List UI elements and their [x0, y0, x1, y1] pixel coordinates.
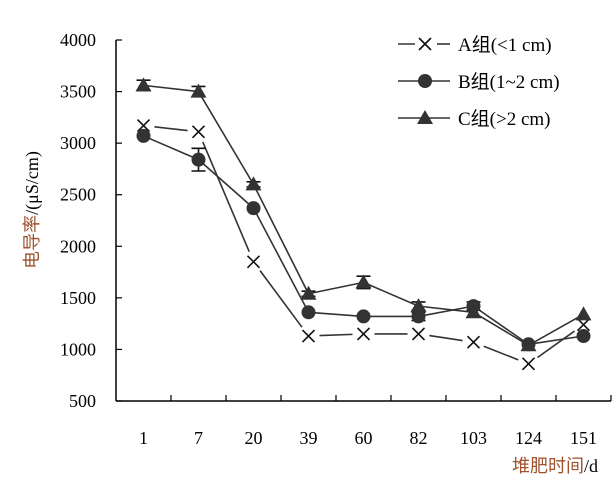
x-tick-label: 151: [570, 428, 597, 448]
series-line-0: [319, 333, 353, 337]
y-tick-label: 4000: [60, 30, 96, 50]
data-point-2: [245, 176, 262, 191]
legend-marker: [417, 110, 433, 124]
series-line-2: [418, 305, 474, 314]
series-line-0: [429, 334, 463, 342]
data-point-1: [191, 152, 206, 167]
y-tick-label: 1000: [60, 339, 96, 359]
data-point-2: [575, 306, 592, 321]
data-point-0: [356, 327, 371, 341]
data-point-0: [191, 125, 206, 139]
y-tick-label: 1500: [60, 288, 96, 308]
y-tick-label: 2000: [60, 236, 96, 256]
data-point-0: [521, 357, 536, 371]
data-point-0: [246, 255, 261, 269]
legend-label: C组(>2 cm): [458, 108, 551, 130]
data-point-1: [301, 305, 316, 320]
data-point-1: [136, 128, 151, 143]
legend-marker: [418, 37, 432, 51]
x-tick-label: 82: [410, 428, 428, 448]
series-line-2: [363, 281, 419, 307]
data-point-1: [356, 309, 371, 324]
data-point-2: [355, 274, 372, 289]
legend-marker: [418, 74, 432, 88]
x-tick-label: 39: [300, 428, 318, 448]
series-line-0: [154, 126, 188, 132]
x-tick-label: 20: [245, 428, 263, 448]
x-tick-label: 124: [515, 428, 542, 448]
x-tick-label: 1: [139, 428, 148, 448]
series-line-1: [252, 207, 310, 313]
x-tick-label: 103: [460, 428, 487, 448]
series-line-0: [202, 141, 250, 252]
series-line-2: [473, 311, 529, 346]
data-point-2: [300, 285, 317, 300]
data-point-2: [190, 83, 207, 98]
series-line-1: [308, 311, 364, 318]
data-point-0: [301, 329, 316, 343]
series-line-1: [197, 159, 255, 209]
data-point-2: [410, 298, 427, 313]
data-point-0: [466, 335, 481, 349]
series-line-2: [197, 91, 255, 185]
data-point-1: [246, 201, 261, 216]
series-line-0: [536, 330, 576, 359]
x-tick-label: 7: [194, 428, 203, 448]
data-point-2: [135, 77, 152, 92]
series-line-1: [143, 135, 199, 161]
series-line-1: [528, 335, 584, 346]
y-tick-label: 3000: [60, 133, 96, 153]
y-tick-label: 3500: [60, 82, 96, 102]
data-point-0: [576, 318, 591, 332]
series-line-2: [528, 313, 584, 347]
data-point-0: [136, 119, 151, 133]
legend-label: A组(<1 cm): [458, 34, 552, 56]
data-point-2: [465, 304, 482, 319]
legend-label: B组(1~2 cm): [458, 71, 560, 93]
y-axis-label: 电导率/(μS/cm): [22, 151, 43, 269]
data-point-0: [411, 327, 426, 341]
data-point-1: [411, 309, 426, 324]
data-point-1: [576, 329, 591, 344]
y-tick-label: 2500: [60, 185, 96, 205]
series-line-2: [143, 84, 199, 93]
series-line-2: [252, 184, 310, 295]
series-line-2: [308, 281, 364, 295]
series-line-0: [483, 345, 519, 361]
x-axis-label: 堆肥时间/d: [512, 456, 598, 476]
data-point-2: [520, 337, 537, 352]
series-line-1: [418, 305, 474, 318]
series-line-0: [259, 270, 303, 328]
x-tick-label: 60: [355, 428, 373, 448]
y-tick-label: 500: [69, 391, 96, 411]
series-line-1: [473, 305, 529, 345]
